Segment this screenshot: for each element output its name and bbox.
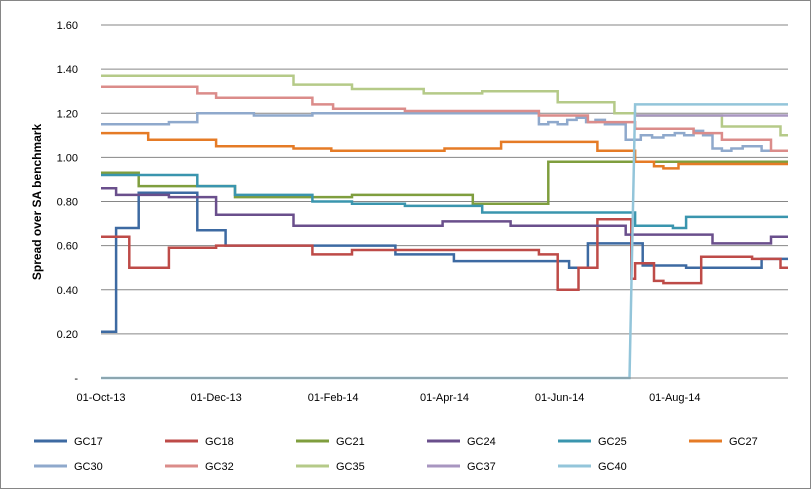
gridlines	[101, 24, 788, 335]
legend-label: GC24	[467, 436, 496, 448]
y-tick-label: 1.60	[57, 20, 78, 32]
legend-item-gc21: GC21	[296, 436, 365, 448]
y-tick-label: 1.00	[57, 152, 78, 164]
y-tick-label: 0.20	[57, 329, 78, 341]
y-tick-label: 1.40	[57, 64, 78, 76]
y-tick-label: 0.40	[57, 285, 78, 297]
legend-item-gc18: GC18	[165, 436, 234, 448]
legend-item-gc17: GC17	[34, 436, 103, 448]
legend-item-gc35: GC35	[296, 461, 365, 473]
series-lines	[101, 74, 788, 380]
legend-item-gc37: GC37	[427, 461, 496, 473]
series-line-gc18	[101, 217, 788, 292]
legend-item-gc25: GC25	[558, 436, 627, 448]
legend-item-gc40: GC40	[558, 461, 627, 473]
legend-label: GC25	[598, 436, 627, 448]
legend-label: GC30	[74, 461, 103, 473]
legend-label: GC35	[336, 461, 365, 473]
x-tick-label: 01-Jun-14	[535, 392, 585, 404]
y-tick-label: -	[74, 373, 78, 385]
legend-label: GC17	[74, 436, 103, 448]
series-line-gc32	[101, 85, 788, 153]
legend-label: GC32	[205, 461, 234, 473]
legend-label: GC37	[467, 461, 496, 473]
legend-item-gc24: GC24	[427, 436, 496, 448]
x-tick-label: 01-Aug-14	[649, 392, 700, 404]
x-axis-ticks: 01-Oct-13 01-Dec-13 01-Feb-14 01-Apr-14 01-J…	[77, 392, 701, 404]
series-line-gc30	[101, 112, 788, 153]
series-line-gc21	[101, 160, 788, 205]
legend: GC17 GC18 GC21 GC24 GC25 GC27 GC30 GC32 GC35 GC37…	[34, 436, 758, 473]
legend-item-gc30: GC30	[34, 461, 103, 473]
series-line-gc25	[101, 173, 788, 230]
series-line-gc17	[101, 191, 788, 333]
y-axis-ticks: - 0.20 0.40 0.60 0.80 1.00 1.20 1.40 1.60	[57, 20, 79, 385]
x-tick-label: 01-Apr-14	[420, 392, 469, 404]
y-tick-label: 1.20	[57, 108, 78, 120]
legend-label: GC27	[729, 436, 758, 448]
y-tick-label: 0.60	[57, 241, 78, 253]
x-tick-label: 01-Feb-14	[308, 392, 359, 404]
legend-label: GC40	[598, 461, 627, 473]
series-line-gc35	[101, 74, 788, 137]
series-line-gc24	[101, 187, 788, 245]
legend-item-gc32: GC32	[165, 461, 234, 473]
legend-label: GC18	[205, 436, 234, 448]
legend-label: GC21	[336, 436, 365, 448]
y-axis-label: Spread over SA benchmark	[30, 124, 44, 281]
series-line-gc40	[101, 103, 788, 380]
x-tick-label: 01-Dec-13	[190, 392, 241, 404]
x-tick-label: 01-Oct-13	[77, 392, 126, 404]
legend-item-gc27: GC27	[689, 436, 758, 448]
series-line-gc27	[101, 131, 788, 170]
y-tick-label: 0.80	[57, 197, 78, 209]
